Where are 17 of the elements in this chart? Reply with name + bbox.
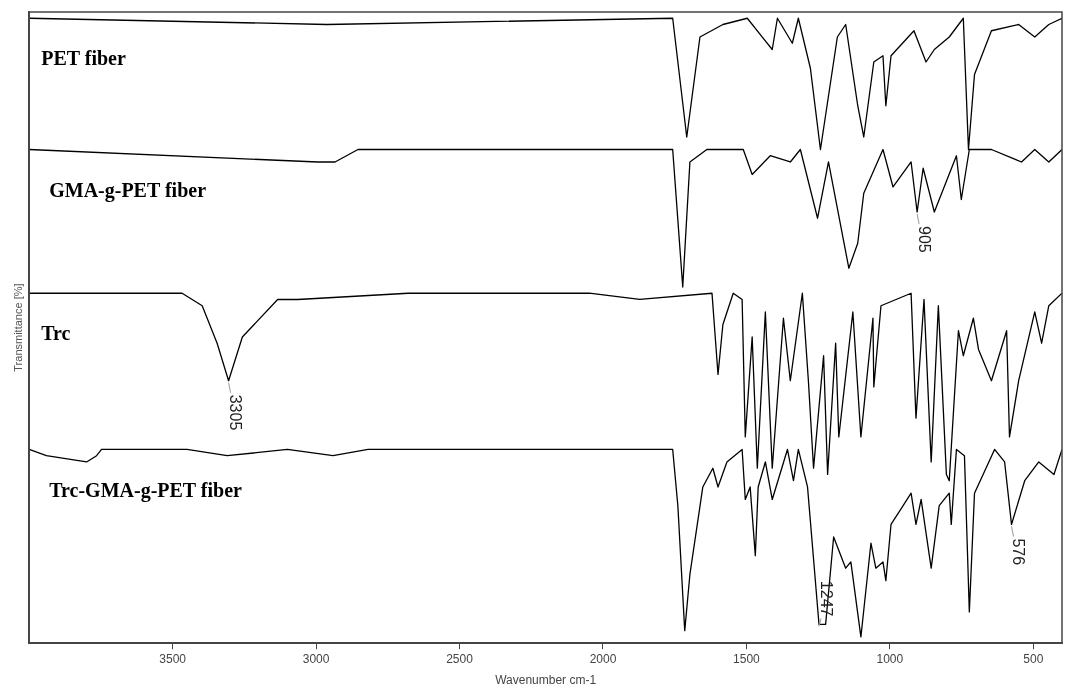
annotation: 576 [1010,538,1028,566]
x-tick-label: 1000 [876,651,904,666]
x-tick-label: 1500 [733,651,761,666]
x-tick-label: 2500 [446,651,474,666]
x-tick-label: 500 [1023,651,1044,666]
x-tick-label: 3000 [302,651,330,666]
series-label: PET fiber [41,47,126,70]
x-tick-label: 3500 [159,651,187,666]
annotation: 1247 [817,580,835,617]
y-axis-title: Transmittance [%] [11,283,24,372]
x-axis-title: Wavenumber cm-1 [495,673,597,688]
series-label: Trc [41,322,71,345]
x-tick-label: 2000 [589,651,617,666]
series-label: GMA-g-PET fiber [49,178,207,202]
annotation: 905 [915,225,933,253]
series-label: Trc-GMA-g-PET fiber [49,478,243,502]
annotation: 3305 [227,394,245,431]
